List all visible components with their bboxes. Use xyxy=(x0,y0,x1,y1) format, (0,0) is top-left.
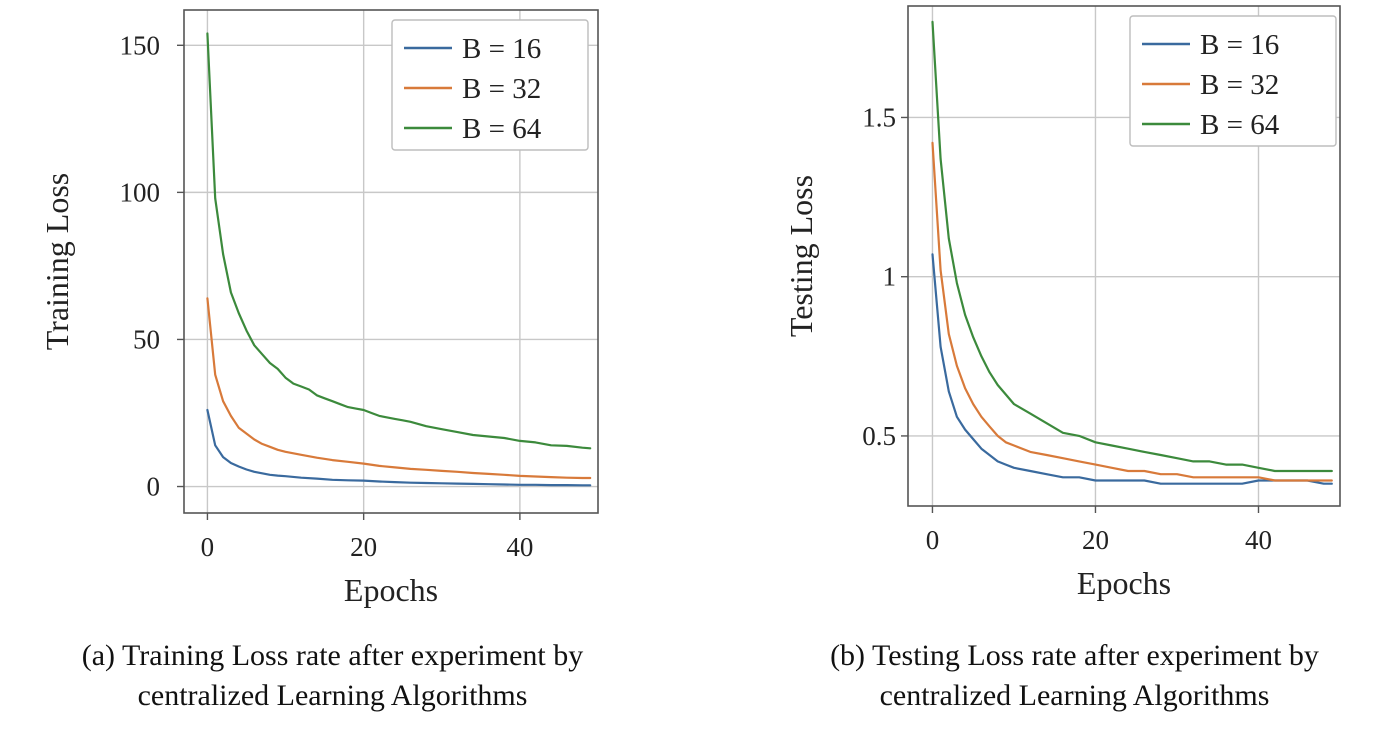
series-line-0-0 xyxy=(206,408,592,487)
legend-label-0-0: B = 16 xyxy=(462,33,541,65)
legend-label-1-2: B = 64 xyxy=(1200,109,1280,141)
y-tick-label-1-0: 0.5 xyxy=(862,421,896,451)
x-tick-label-1-2: 40 xyxy=(1245,525,1272,555)
y-tick-label-0-3: 150 xyxy=(120,30,161,60)
chart-panel-0: 0 20 40 0 50 100 150 Epochs Training Loss B = 16 B… xyxy=(39,9,599,608)
caption-b-line-1: (b) Testing Loss rate after experiment b… xyxy=(830,639,1319,672)
y-axis-label-0: Training Loss xyxy=(39,173,75,351)
caption-a-line-1: (a) Training Loss rate after experiment … xyxy=(81,639,584,672)
series-line-1-1 xyxy=(931,141,1333,482)
x-tick-label-0-1: 20 xyxy=(350,532,377,562)
x-tick-label-0-0: 0 xyxy=(201,532,215,562)
legend-label-0-2: B = 64 xyxy=(462,113,542,145)
y-tick-label-0-1: 50 xyxy=(133,324,160,354)
caption-b-line-2: centralized Learning Algorithms xyxy=(879,679,1270,712)
x-tick-label-0-2: 40 xyxy=(506,532,533,562)
caption-a: (a) Training Loss rate after experiment … xyxy=(0,636,665,716)
legend-box-1 xyxy=(1129,15,1337,147)
axes-frame-1 xyxy=(907,5,1341,507)
y-axis-label-1: Testing Loss xyxy=(783,175,819,337)
series-line-1-2 xyxy=(931,20,1333,473)
x-axis-label-1: Epochs xyxy=(1077,565,1171,601)
caption-a-line-2: centralized Learning Algorithms xyxy=(137,679,528,712)
legend-label-1-0: B = 16 xyxy=(1200,29,1279,61)
x-tick-label-1-0: 0 xyxy=(926,525,940,555)
series-line-0-1 xyxy=(206,297,592,480)
y-tick-label-1-2: 1.5 xyxy=(862,102,896,132)
y-tick-label-1-1: 1 xyxy=(883,262,897,292)
caption-b: (b) Testing Loss rate after experiment b… xyxy=(752,636,1397,716)
axes-frame-0 xyxy=(183,9,599,514)
y-tick-label-0-2: 100 xyxy=(120,177,161,207)
chart-panel-1: 0 20 40 0.5 1 1.5 Epochs Testing Loss B = 16 B = … xyxy=(783,5,1341,601)
x-axis-label-0: Epochs xyxy=(344,572,438,608)
legend-label-1-1: B = 32 xyxy=(1200,69,1279,101)
legend-box-0 xyxy=(391,19,589,151)
series-line-1-0 xyxy=(931,253,1333,485)
x-tick-label-1-1: 20 xyxy=(1082,525,1109,555)
y-tick-label-0-0: 0 xyxy=(147,472,161,502)
series-line-0-2 xyxy=(206,32,592,450)
legend-label-0-1: B = 32 xyxy=(462,73,541,105)
